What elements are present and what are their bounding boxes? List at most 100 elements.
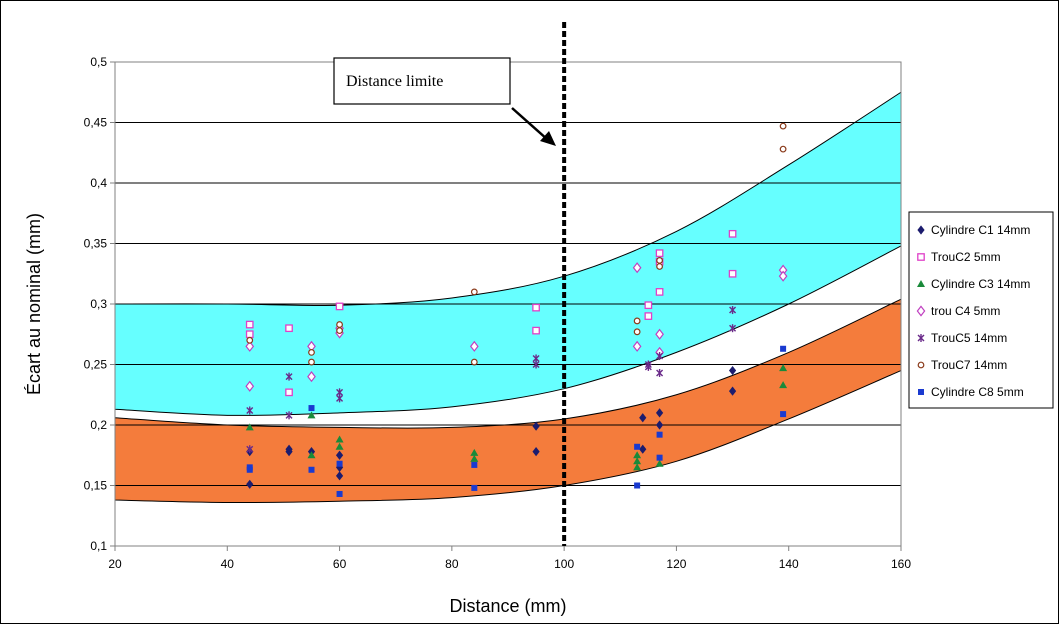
data-point bbox=[285, 388, 293, 397]
data-point bbox=[633, 457, 642, 465]
annotation-arrow bbox=[511, 107, 549, 141]
data-point bbox=[470, 288, 478, 296]
data-point bbox=[656, 257, 663, 264]
legend-label: TrouC2 5mm bbox=[931, 250, 1001, 264]
y-tick-label: 0,3 bbox=[90, 297, 107, 311]
data-point bbox=[780, 411, 787, 418]
data-point bbox=[728, 386, 737, 396]
data-point bbox=[655, 459, 664, 467]
series-3 bbox=[245, 364, 788, 471]
legend-marker bbox=[917, 253, 925, 261]
data-point bbox=[644, 301, 653, 310]
data-point bbox=[246, 406, 254, 415]
data-point bbox=[532, 447, 540, 457]
gridlines bbox=[115, 122, 901, 486]
data-point bbox=[336, 394, 344, 403]
series-1 bbox=[246, 365, 737, 489]
data-point bbox=[336, 327, 343, 335]
y-axis-title: Écart au nominal (mm) bbox=[24, 213, 44, 395]
x-tick-label: 20 bbox=[108, 557, 122, 571]
data-point bbox=[245, 340, 255, 352]
data-point bbox=[471, 484, 478, 491]
legend-marker bbox=[916, 305, 926, 317]
annotation-box bbox=[333, 57, 511, 105]
data-point bbox=[336, 321, 343, 328]
data-point bbox=[308, 358, 315, 366]
data-point bbox=[308, 405, 315, 412]
y-tick-label: 0,15 bbox=[84, 479, 108, 493]
data-point bbox=[656, 431, 663, 438]
data-point bbox=[246, 445, 254, 454]
data-point bbox=[335, 435, 344, 443]
data-point bbox=[470, 454, 479, 462]
x-tick-label: 140 bbox=[779, 557, 799, 571]
legend-label: TrouC7 14mm bbox=[931, 358, 1007, 372]
data-point bbox=[656, 263, 663, 270]
data-point bbox=[285, 372, 293, 381]
y-tick-label: 0,2 bbox=[90, 418, 107, 432]
data-point bbox=[632, 340, 642, 352]
data-point bbox=[285, 411, 293, 420]
data-point bbox=[308, 466, 315, 473]
x-tick-label: 120 bbox=[666, 557, 686, 571]
data-point bbox=[308, 349, 315, 356]
data-point bbox=[634, 443, 641, 450]
y-tick-label: 0,45 bbox=[84, 116, 108, 130]
data-point bbox=[779, 381, 788, 389]
data-point bbox=[245, 330, 254, 339]
data-point bbox=[634, 482, 641, 489]
data-point bbox=[246, 336, 254, 344]
data-point bbox=[633, 328, 641, 336]
data-point bbox=[285, 447, 293, 457]
data-point bbox=[655, 328, 664, 340]
data-point bbox=[656, 454, 663, 461]
data-point bbox=[245, 320, 254, 329]
legend-marker bbox=[917, 361, 925, 369]
y-axis-ticks: 0,1 0,15 0,2 0,25 0,3 0,35 0,4 0,45 0,5 bbox=[84, 55, 115, 553]
legend-label: Cylindre C1 14mm bbox=[931, 223, 1030, 237]
data-point bbox=[644, 312, 653, 320]
x-axis-ticks: 20 40 60 80 100 120 140 160 bbox=[108, 546, 911, 571]
data-point bbox=[644, 362, 652, 371]
data-point bbox=[532, 360, 540, 369]
data-point bbox=[656, 368, 664, 377]
data-point bbox=[655, 420, 664, 430]
data-point bbox=[470, 358, 478, 366]
y-tick-label: 0,5 bbox=[90, 55, 107, 69]
legend-label: trou C4 5mm bbox=[931, 304, 1000, 318]
data-point bbox=[633, 317, 641, 325]
series-5 bbox=[246, 306, 737, 454]
data-point bbox=[655, 408, 664, 418]
y-tick-label: 0,25 bbox=[84, 358, 108, 372]
data-point bbox=[632, 262, 642, 274]
annotation-arrowhead bbox=[540, 131, 556, 146]
x-tick-label: 100 bbox=[554, 557, 574, 571]
x-tick-label: 160 bbox=[891, 557, 911, 571]
data-point bbox=[728, 229, 737, 238]
legend-marker bbox=[918, 389, 924, 395]
data-point bbox=[655, 288, 664, 296]
series-7 bbox=[246, 345, 787, 497]
annotation-distance-limite: Distance limite bbox=[333, 57, 556, 146]
data-point bbox=[336, 490, 343, 497]
data-point bbox=[245, 423, 254, 431]
points-layer bbox=[245, 122, 788, 497]
data-point bbox=[729, 306, 737, 315]
data-point bbox=[780, 345, 787, 352]
data-point bbox=[246, 466, 253, 473]
data-point bbox=[471, 461, 478, 468]
data-point bbox=[335, 302, 344, 311]
legend-marker bbox=[917, 334, 925, 342]
data-point bbox=[470, 448, 479, 456]
x-tick-label: 40 bbox=[221, 557, 235, 571]
data-point bbox=[779, 145, 787, 153]
data-point bbox=[285, 324, 293, 333]
y-tick-label: 0,4 bbox=[90, 176, 107, 190]
data-point bbox=[778, 270, 788, 282]
data-point bbox=[246, 479, 254, 489]
data-point bbox=[728, 365, 737, 376]
data-point bbox=[335, 450, 344, 460]
x-axis-title: Distance (mm) bbox=[449, 596, 566, 616]
